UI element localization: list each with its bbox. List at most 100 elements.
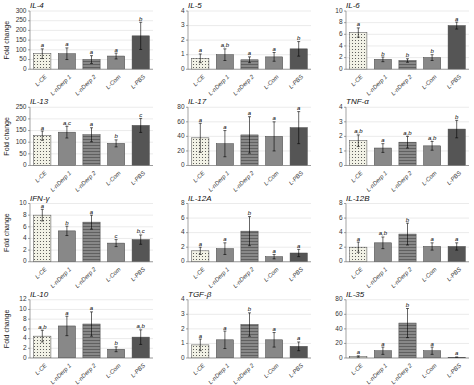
x-tick-label: L-Com <box>263 170 280 187</box>
annotation: a,b <box>221 42 230 48</box>
annotation: a <box>223 325 227 331</box>
annotation: a <box>357 236 361 242</box>
marks <box>350 223 466 262</box>
panel: 020406080aabaaL-CEL-nDerp 1L-nDerp 2L-Co… <box>335 290 469 385</box>
annotation: a <box>114 47 118 53</box>
error-bar <box>41 330 44 342</box>
error-bar <box>65 316 68 335</box>
x-axis <box>30 69 153 70</box>
y-axis <box>188 11 189 69</box>
title: IL-4 <box>30 1 44 10</box>
y-tick-label: 2 <box>181 243 185 250</box>
y-tick-label: 1 <box>181 339 185 346</box>
y-tick-label: 12 <box>19 295 27 302</box>
y-tick-label: 60 <box>335 310 343 317</box>
y-axis <box>346 107 347 165</box>
error-bar <box>115 140 118 147</box>
annotation: a <box>199 241 203 247</box>
annotation: a <box>455 236 459 242</box>
grid-line <box>188 107 311 108</box>
annotation: a <box>223 124 227 130</box>
marks <box>34 118 150 165</box>
annotation: a <box>199 333 203 339</box>
grid-line <box>346 22 469 23</box>
figure: 050100150200250300aaaabL-CEL-nDerp 1L-nD… <box>0 0 474 385</box>
y-tick-label: 300 <box>16 7 27 14</box>
x-tick-label: L-PBS <box>446 362 463 379</box>
grid-line <box>346 11 469 12</box>
x-tick-label: L-nDerp 2 <box>74 362 98 385</box>
y-tick-label: 0 <box>181 161 185 168</box>
grid-line <box>346 299 469 300</box>
x-tick-label: L-Com <box>421 362 438 379</box>
annotation: a <box>90 121 94 127</box>
error-bar <box>223 243 226 255</box>
y-tick-label: 4 <box>181 295 185 302</box>
x-tick-label: L-nDerp 2 <box>74 169 98 193</box>
annotation: a <box>90 49 94 55</box>
error-bar <box>248 57 251 63</box>
x-tick-label: L-Com <box>105 362 122 379</box>
y-tick-label: 0 <box>23 161 27 168</box>
y-axis-label: Fold change <box>3 117 11 156</box>
annotation: a <box>272 115 276 121</box>
y-axis <box>346 204 347 262</box>
annotation: a <box>430 236 434 242</box>
y-tick-label: 2 <box>181 325 185 332</box>
error-bar <box>455 243 458 250</box>
x-tick-label: L-nDerp 2 <box>232 266 256 290</box>
title: TGF-β <box>188 290 212 299</box>
x-tick-label: L-nDerp 1 <box>365 74 388 97</box>
error-bar <box>381 144 384 153</box>
y-tick-label: 200 <box>16 26 27 33</box>
x-tick-label: L-CE <box>192 362 207 377</box>
y-tick-label: 8 <box>23 211 27 218</box>
annotation: a <box>297 335 301 341</box>
y-axis <box>188 300 189 358</box>
error-bar <box>357 242 360 252</box>
y-tick-label: 10 <box>19 199 27 206</box>
annotation: a,b <box>354 128 363 134</box>
error-bar <box>431 141 434 150</box>
annotation: b <box>381 51 385 57</box>
panel: 01234aa,baabL-CEL-nDerp 1L-nDerp 2L-ComL… <box>181 1 311 97</box>
x-tick-label: L-CE <box>34 169 49 184</box>
y-tick-label: 10 <box>19 305 27 312</box>
y-axis <box>188 107 189 165</box>
marks <box>192 112 308 166</box>
annotation: a <box>65 41 69 47</box>
x-tick-label: L-Com <box>421 170 438 187</box>
error-bar <box>297 42 300 57</box>
x-tick-label: L-CE <box>350 73 365 88</box>
x-tick-label: L-nDerp 1 <box>49 74 72 97</box>
panel: 020406080aaaaaL-CEL-nDerp 1L-nDerp 2L-Co… <box>177 97 311 193</box>
annotation: a,b <box>38 324 47 330</box>
error-bar <box>139 235 142 244</box>
annotation: a <box>90 305 94 311</box>
panel: 0246810abbbaL-CEL-nDerp 1L-nDerp 2L-ComL… <box>335 1 469 97</box>
annotation: a <box>65 310 69 316</box>
title: IFN-γ <box>30 194 51 203</box>
y-tick-label: 1 <box>181 50 185 57</box>
error-bar <box>431 55 434 61</box>
y-tick-label: 100 <box>16 46 27 53</box>
x-tick-label: L-CE <box>192 169 207 184</box>
y-tick-label: 150 <box>16 126 27 133</box>
y-tick-label: 0 <box>23 354 27 361</box>
grid-line <box>30 118 153 119</box>
panel: 02468aa,bbaaL-CEL-nDerp 1L-nDerp 2L-ComL… <box>339 194 469 290</box>
title: IL-5 <box>188 1 202 10</box>
error-bar <box>65 226 68 235</box>
annotation: a <box>41 42 45 48</box>
y-tick-label: 50 <box>19 150 27 157</box>
marks <box>350 22 466 69</box>
y-tick-label: 0 <box>339 354 343 361</box>
grid-line <box>30 107 153 108</box>
error-bar <box>381 237 384 249</box>
y-tick-label: 2 <box>339 53 343 60</box>
y-tick-label: 50 <box>19 55 27 62</box>
x-axis <box>188 261 311 262</box>
y-tick-label: 6 <box>23 223 27 230</box>
panel: 024681012a,baaba,bL-CEL-nDerp 1L-nDerp 2… <box>3 290 153 385</box>
annotation: a,b <box>403 130 412 136</box>
